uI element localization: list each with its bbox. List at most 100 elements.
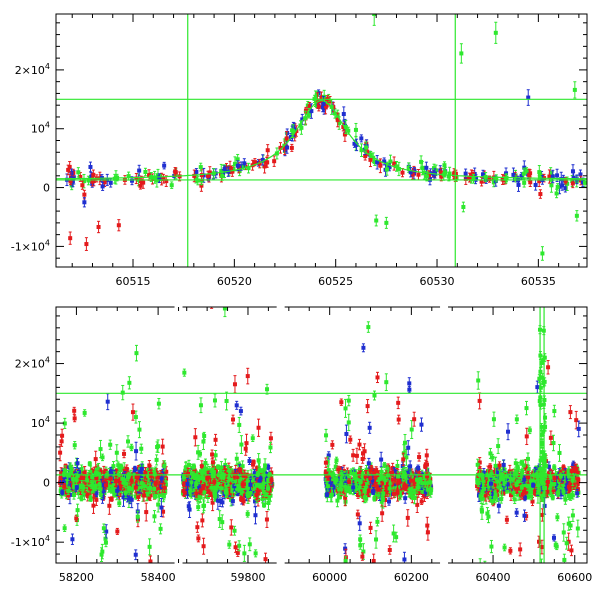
history-point [562,553,567,563]
history-point [87,461,92,467]
history-point [102,595,106,600]
history-point [66,584,70,591]
history-point [556,489,561,497]
history-point [75,503,80,517]
top-scatter-point [446,171,451,182]
history-point [144,502,149,522]
history-point [191,463,196,470]
bottom-plot-area [56,307,587,600]
history-point [108,588,112,600]
history-point [253,549,258,558]
data-point-red [116,219,121,232]
history-point [139,443,144,454]
data-point-green [384,216,389,229]
history-point [262,502,267,508]
data-point-blue [100,181,105,191]
history-point [417,452,422,462]
history-point [227,540,232,549]
y-tick-label: 2×104 [15,356,50,371]
data-point-green [246,162,251,174]
history-point [108,439,113,450]
history-point [213,433,218,446]
data-point-red [538,189,543,199]
history-point [391,524,396,543]
data-point-red [84,237,89,251]
history-point [371,553,376,563]
top-scatter-point [164,175,169,187]
history-point [198,397,203,414]
history-point [253,506,258,525]
history-point [74,484,79,491]
history-point [351,448,356,462]
history-point [408,592,412,600]
history-point [374,530,379,549]
history-point [217,510,222,528]
top-scatter-point [354,138,359,152]
top-scatter-point [359,134,364,143]
history-point [337,594,341,600]
history-point [234,400,239,410]
top-scatter-point [289,143,294,152]
history-point [409,420,414,439]
history-point [72,414,77,423]
history-point [502,543,507,552]
top-scatter-point [278,142,283,154]
history-point [196,503,201,511]
history-point [376,594,380,600]
history-point [231,414,236,425]
top-scatter-point [143,167,148,177]
data-point-blue [88,161,93,173]
history-point [72,441,77,450]
data-point-green [112,173,117,184]
history-point [344,424,349,444]
history-point [367,421,372,434]
data-point-red [315,92,320,109]
history-point [480,472,485,479]
history-point [552,464,557,471]
history-point [424,448,429,462]
history-point [137,421,142,439]
history-point [114,444,119,462]
history-point [256,418,261,437]
history-point [403,492,408,504]
data-point-green [303,110,308,126]
history-point [126,435,131,448]
history-point [506,423,511,441]
history-point [130,576,134,585]
data-point-red [161,173,166,184]
history-point [233,541,238,553]
history-point [531,482,536,488]
history-point [147,538,152,556]
history-point [240,481,245,488]
top-scatter-point [169,181,174,189]
data-point-green [394,160,399,172]
data-point-red [570,178,575,189]
history-point [405,509,410,527]
history-point [187,501,192,518]
history-point [514,508,519,517]
history-point [576,476,581,483]
y-tick-label: 104 [31,121,50,136]
history-point [354,585,358,594]
axis-break [276,562,285,565]
history-point [260,484,265,491]
history-point [343,543,348,555]
history-point [200,513,205,528]
top-scatter-point [375,155,380,170]
history-point [501,490,506,496]
history-point [551,534,556,542]
history-point [519,484,524,490]
history-point [557,444,562,462]
history-point [238,467,243,473]
top-frame [55,13,588,268]
data-point-blue [341,106,346,122]
history-point [561,488,566,495]
history-point [193,428,198,447]
top-scatter-point [494,174,499,183]
history-point [156,439,161,453]
history-point [372,495,377,502]
history-point [117,463,122,471]
top-plot-area [56,14,587,267]
history-point [152,510,157,523]
history-point [158,523,163,535]
